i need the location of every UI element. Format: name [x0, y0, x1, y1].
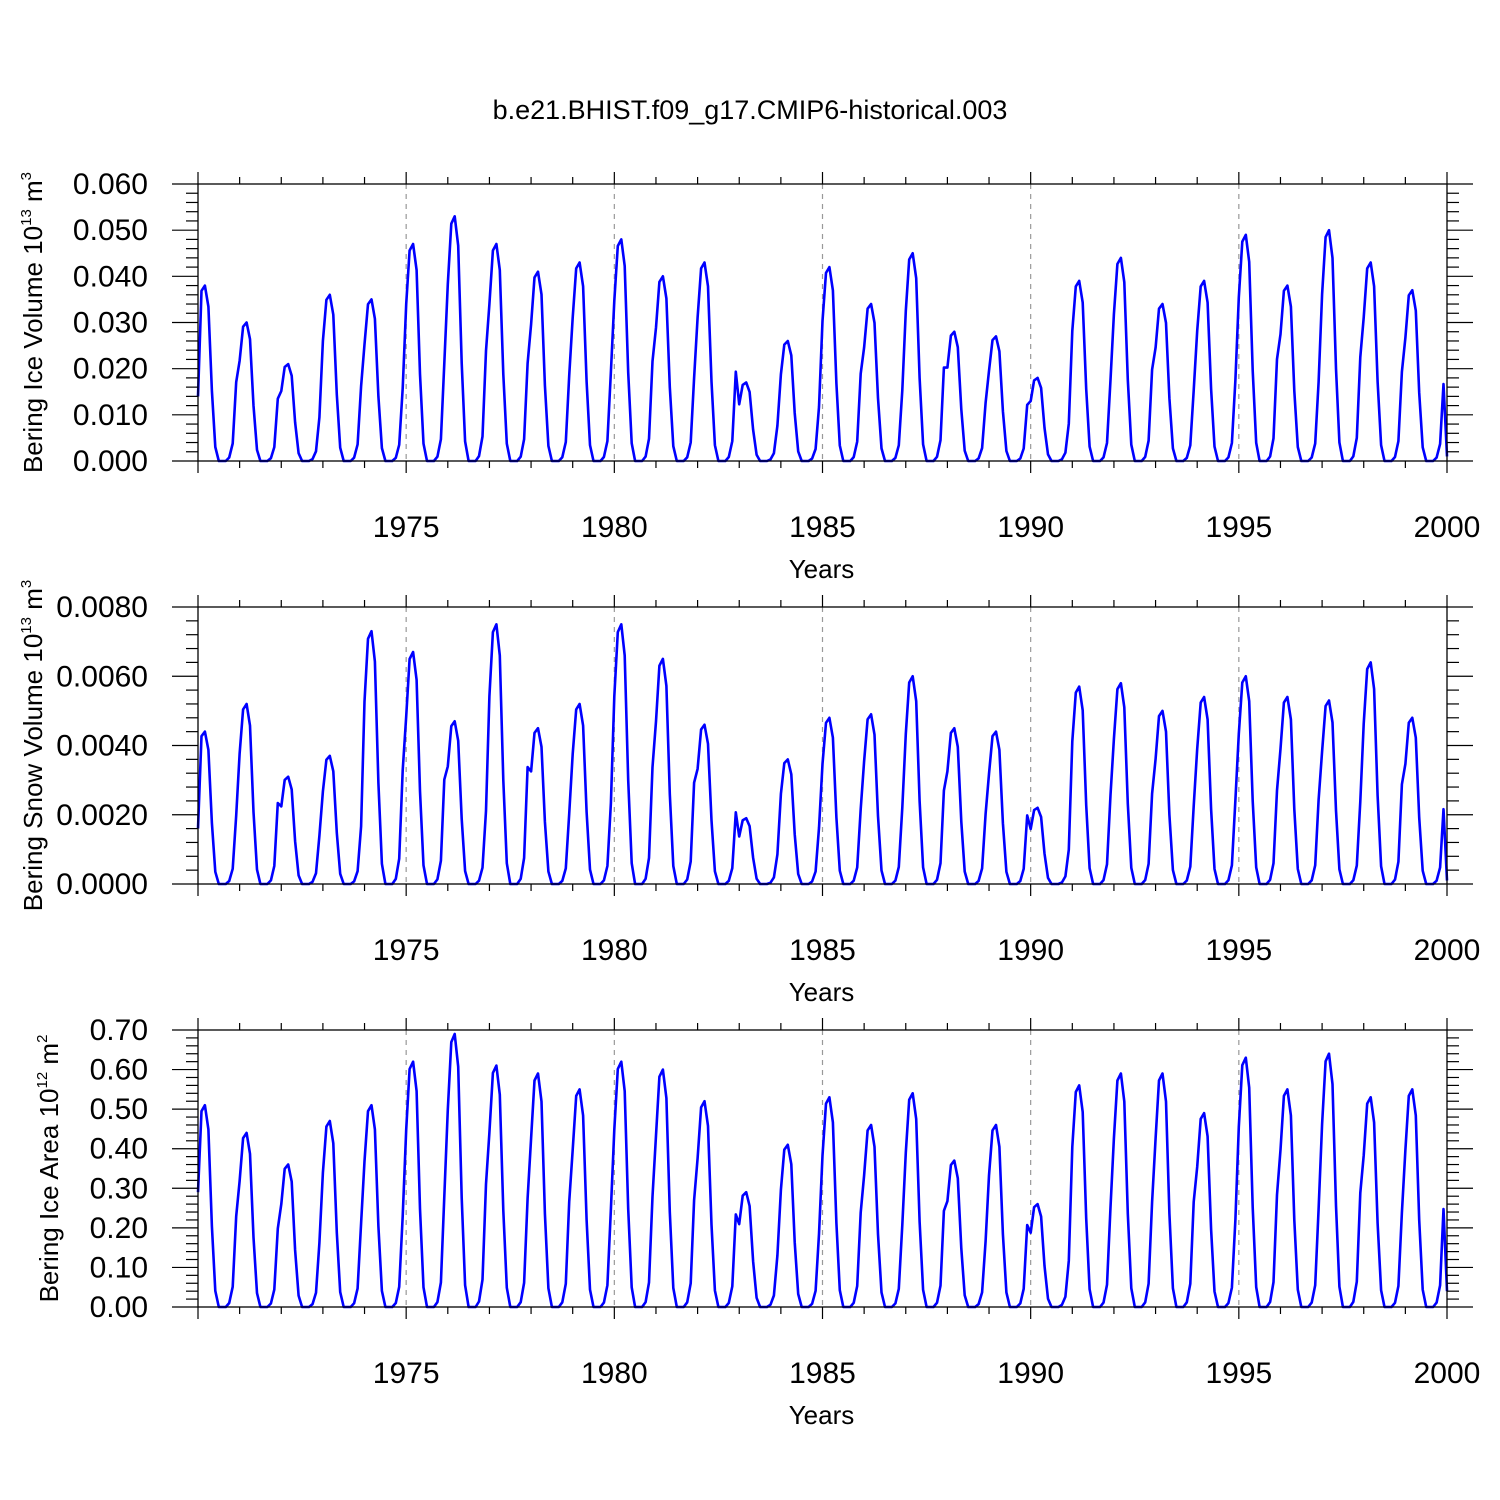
y-tick-label: 0.0020 — [56, 799, 148, 832]
y-tick-label: 0.0000 — [56, 868, 148, 901]
x-tick-label: 2000 — [1414, 934, 1481, 967]
y-tick-label: 0.0060 — [56, 660, 148, 693]
x-axis-label: Years — [789, 977, 855, 1007]
x-tick-label: 1985 — [789, 511, 856, 544]
x-tick-label: 1980 — [581, 934, 648, 967]
y-tick-label: 0.70 — [90, 1014, 148, 1047]
x-tick-label: 1985 — [789, 1357, 856, 1390]
y-axis-label: Bering Snow Volume 1013 m3 — [18, 580, 48, 911]
x-tick-label: 2000 — [1414, 1357, 1481, 1390]
axis-ticks — [172, 1018, 1473, 1319]
plot-frame — [197, 606, 1448, 885]
plot-frame — [197, 183, 1448, 462]
axis-ticks — [172, 595, 1473, 896]
data-series-line — [196, 623, 1449, 886]
y-tick-label: 0.40 — [90, 1133, 148, 1166]
x-tick-label: 1985 — [789, 934, 856, 967]
panel-2: 0.0000 0.0020 0.0040 0.0060 0.0080 1975 1980 19… — [18, 580, 1480, 1007]
y-tick-label: 0.0040 — [56, 730, 148, 763]
data-series-line — [196, 1032, 1449, 1309]
x-tick-label: 1995 — [1205, 1357, 1272, 1390]
y-tick-label: 0.50 — [90, 1093, 148, 1126]
panel-1: 0.000 0.010 0.020 0.030 0.040 0.050 0.060 1975 1… — [18, 168, 1480, 584]
y-tick-label: 0.040 — [73, 260, 148, 293]
y-tick-label: 0.30 — [90, 1172, 148, 1205]
x-tick-label: 1990 — [997, 511, 1064, 544]
x-tick-label: 1975 — [373, 511, 440, 544]
y-axis-label: Bering Ice Volume 1013 m3 — [18, 172, 48, 473]
x-tick-label: 1990 — [997, 1357, 1064, 1390]
x-tick-label: 1975 — [373, 1357, 440, 1390]
panel-3: 0.00 0.10 0.20 0.30 0.40 0.50 0.60 0.70 1975 1980… — [34, 1014, 1480, 1430]
y-tick-label: 0.20 — [90, 1212, 148, 1245]
y-tick-label: 0.00 — [90, 1291, 148, 1324]
y-tick-label: 0.10 — [90, 1251, 148, 1284]
chart-title: b.e21.BHIST.f09_g17.CMIP6-historical.003 — [493, 95, 1008, 125]
x-tick-label: 1980 — [581, 511, 648, 544]
x-tick-label: 1980 — [581, 1357, 648, 1390]
y-tick-label: 0.60 — [90, 1054, 148, 1087]
axis-ticks — [172, 172, 1473, 473]
x-tick-label: 2000 — [1414, 511, 1481, 544]
y-axis-label: Bering Ice Area 1012 m2 — [34, 1035, 64, 1303]
x-tick-label: 1995 — [1205, 934, 1272, 967]
y-tick-label: 0.0080 — [56, 591, 148, 624]
x-axis-label: Years — [789, 554, 855, 584]
plot-frame — [197, 1029, 1448, 1308]
y-tick-label: 0.030 — [73, 307, 148, 340]
y-tick-label: 0.060 — [73, 168, 148, 201]
x-axis-label: Years — [789, 1400, 855, 1430]
y-tick-label: 0.010 — [73, 399, 148, 432]
x-tick-label: 1990 — [997, 934, 1064, 967]
data-series-line — [196, 215, 1449, 463]
y-tick-label: 0.020 — [73, 353, 148, 386]
x-tick-label: 1995 — [1205, 511, 1272, 544]
y-tick-label: 0.050 — [73, 214, 148, 247]
x-tick-label: 1975 — [373, 934, 440, 967]
y-tick-label: 0.000 — [73, 445, 148, 478]
